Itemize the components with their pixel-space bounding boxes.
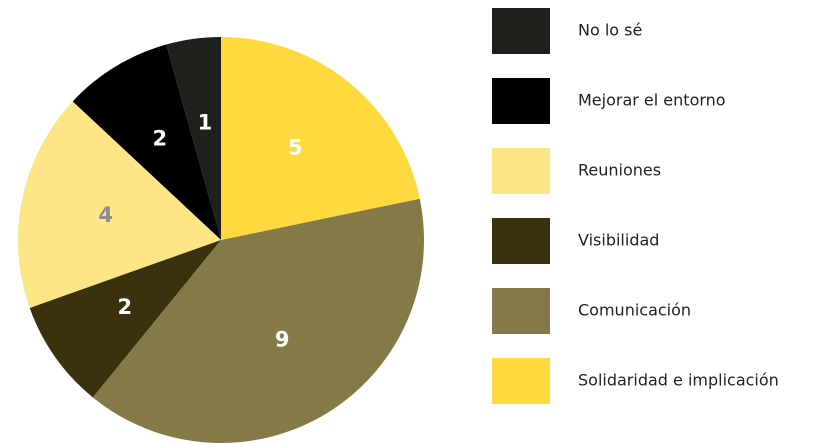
slice-label: 5 (288, 136, 303, 160)
legend-label: Reuniones (578, 161, 661, 180)
slice-label: 1 (198, 110, 213, 134)
legend-label: Visibilidad (578, 231, 659, 250)
legend-swatch (492, 218, 550, 264)
legend-label: Comunicación (578, 301, 691, 320)
slice-label: 2 (153, 126, 168, 150)
legend-swatch (492, 148, 550, 194)
pie-slice (221, 37, 420, 240)
pie-slice (29, 240, 221, 398)
pie-slice (92, 198, 425, 443)
legend-swatch (492, 78, 550, 124)
legend-label: Mejorar el entorno (578, 91, 726, 110)
legend-swatch (492, 358, 550, 404)
slice-label: 2 (117, 295, 132, 319)
pie-slice (18, 101, 222, 308)
slice-label: 4 (98, 203, 113, 227)
slice-label: 9 (275, 328, 290, 352)
legend-label: No lo sé (578, 21, 642, 40)
legend-swatch (492, 288, 550, 334)
pie-slice (72, 44, 222, 241)
legend-label: Solidaridad e implicación (578, 371, 779, 390)
legend-swatch (492, 8, 550, 54)
pie-slice (166, 37, 221, 240)
